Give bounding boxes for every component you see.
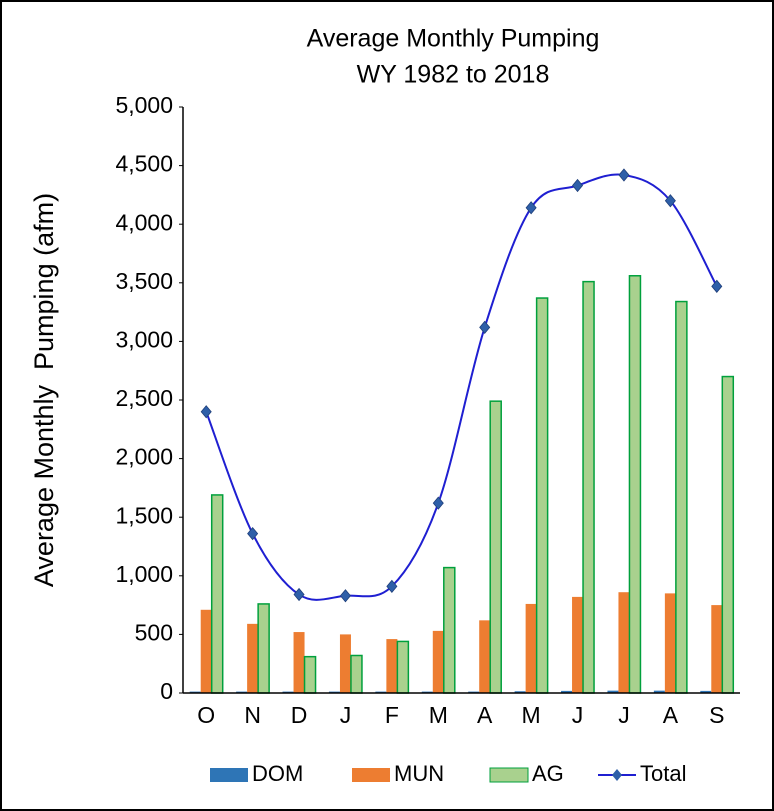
bar: [386, 639, 398, 693]
y-tick-label: 3,000: [115, 326, 173, 352]
x-tick-label: J: [572, 702, 584, 728]
x-tick-label: J: [618, 702, 630, 728]
y-tick-label: 500: [135, 619, 173, 645]
x-tick-label: D: [291, 702, 308, 728]
y-tick-label: 2,000: [115, 444, 173, 470]
bar: [443, 566, 456, 694]
bar: [525, 603, 537, 693]
bar: [618, 592, 630, 693]
y-tick-label: 2,500: [115, 385, 173, 411]
bar: [432, 630, 444, 693]
bar: [396, 640, 410, 694]
bar: [210, 494, 224, 694]
bar: [479, 620, 491, 693]
legend-marker: [612, 769, 622, 781]
bar: [711, 605, 723, 693]
bar: [303, 655, 317, 694]
legend-label: DOM: [252, 761, 303, 786]
bar: [607, 690, 619, 693]
line-marker: [339, 589, 351, 603]
legend-swatch: [489, 767, 529, 783]
bar: [200, 609, 212, 693]
bar: [582, 280, 595, 694]
legend-label: Total: [640, 761, 686, 786]
bar: [700, 690, 712, 693]
x-tick-label: M: [429, 702, 448, 728]
x-tick-label: J: [340, 702, 352, 728]
line-marker: [293, 587, 305, 602]
y-axis-label: Average Monthly Pumping (afm): [29, 193, 59, 587]
bar: [293, 632, 305, 693]
bar: [572, 596, 584, 693]
y-tick-label: 5,000: [115, 92, 173, 118]
line-marker: [711, 279, 723, 293]
x-tick-label: S: [709, 702, 724, 728]
line-marker: [247, 526, 259, 541]
bar: [339, 634, 351, 693]
x-tick-label: A: [477, 702, 493, 728]
bar: [247, 623, 259, 693]
x-tick-label: F: [385, 702, 399, 728]
line-marker: [664, 194, 676, 208]
y-tick-label: 1,000: [115, 561, 173, 587]
legend-label: MUN: [394, 761, 444, 786]
line-marker: [525, 201, 537, 215]
x-tick-label: N: [244, 702, 261, 728]
bar: [675, 300, 688, 694]
y-tick-label: 4,500: [115, 151, 173, 177]
line-marker: [386, 579, 398, 593]
bar: [257, 603, 270, 694]
line-marker: [479, 320, 491, 334]
bar: [628, 275, 642, 694]
legend-swatch: [352, 768, 390, 782]
bar: [653, 690, 665, 693]
bar: [489, 400, 502, 694]
y-tick-label: 4,000: [115, 209, 173, 235]
y-tick-label: 3,500: [115, 268, 173, 294]
chart-title: Average Monthly Pumping: [307, 25, 600, 53]
line-marker: [618, 168, 630, 182]
line-marker: [572, 178, 584, 193]
line-marker: [432, 496, 444, 510]
bar: [721, 375, 735, 694]
chart-subtitle: WY 1982 to 2018: [357, 61, 550, 89]
line-marker: [200, 405, 212, 419]
bar: [514, 691, 526, 693]
bar: [350, 654, 363, 694]
y-tick-label: 1,500: [115, 502, 173, 528]
bar: [664, 593, 676, 693]
x-tick-label: M: [522, 702, 541, 728]
x-tick-label: O: [197, 702, 215, 728]
legend-label: AG: [532, 761, 564, 786]
x-tick-label: A: [663, 702, 679, 728]
bar: [535, 297, 549, 694]
bar: [561, 690, 573, 693]
legend-swatch: [210, 768, 248, 782]
y-tick-label: 0: [160, 678, 173, 704]
